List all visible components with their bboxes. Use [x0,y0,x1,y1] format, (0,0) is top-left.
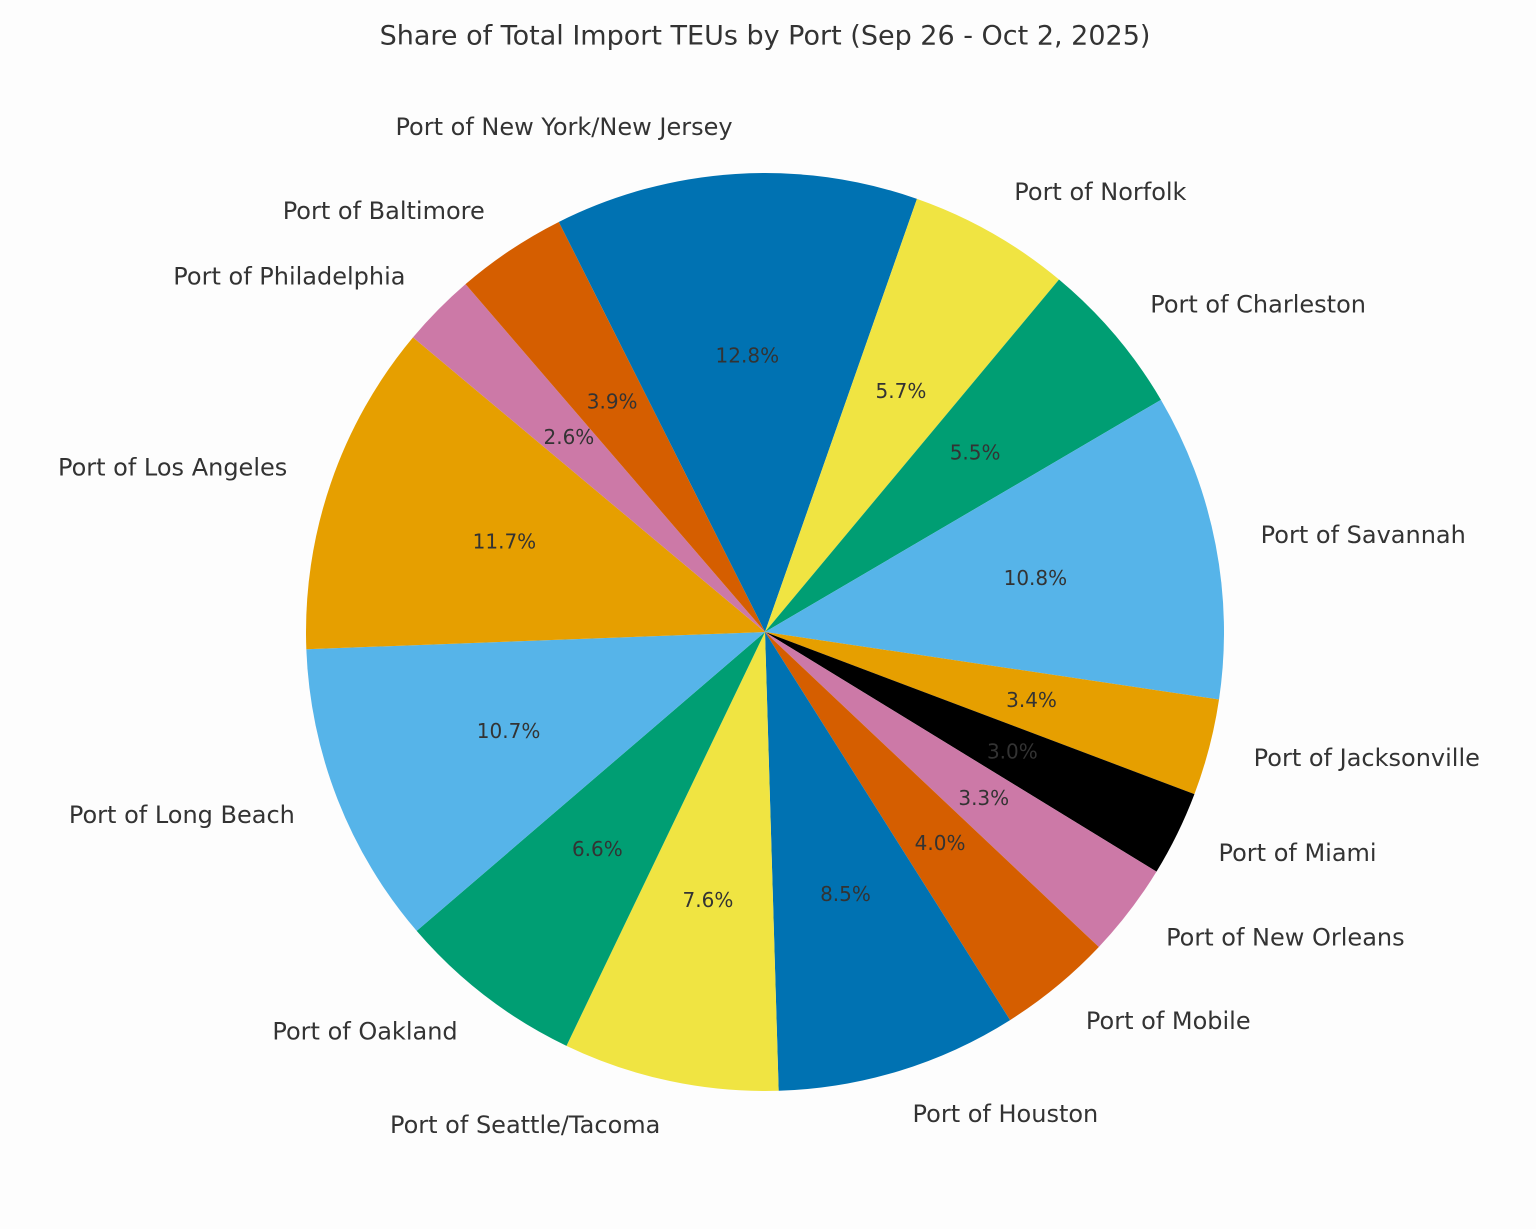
pie-slice [765,279,1161,632]
value-label: 5.7% [876,379,927,403]
slice-label: Port of Philadelphia [173,262,405,290]
pie-slice [412,284,765,632]
value-label: 3.0% [987,740,1038,764]
slice-label: Port of Long Beach [69,801,295,829]
chart-title: Share of Total Import TEUs by Port (Sep … [380,21,1151,52]
value-label: 11.7% [473,529,537,553]
value-label: 12.8% [716,344,780,368]
value-label: 4.0% [915,831,966,855]
value-label: 2.6% [543,425,594,449]
value-label: 6.6% [572,837,623,861]
pie-slice [765,632,1157,948]
pie-slice [566,632,779,1091]
value-label: 8.5% [820,882,871,906]
pie-slice [765,198,1060,632]
pie-slice [306,632,765,931]
pie-slice [765,632,1195,872]
slice-label: Port of New Orleans [1166,924,1405,952]
pie-slice [306,337,765,650]
value-label: 10.8% [1004,566,1068,590]
pie-slice [465,221,765,632]
slice-label: Port of Baltimore [283,197,485,225]
slice-label: Port of Seattle/Tacoma [390,1111,660,1139]
slice-label: Port of Oakland [272,1018,457,1046]
slice-label: Port of Charleston [1150,291,1366,319]
pie-slice [558,172,917,632]
slice-label: Port of Los Angeles [58,454,287,482]
value-label: 10.7% [477,719,541,743]
pie-slice [416,632,765,1046]
value-label: 5.5% [950,440,1001,464]
slice-label: Port of Jacksonville [1254,744,1480,772]
slice-label: Port of Houston [913,1100,1099,1128]
pie-slice [765,632,1011,1091]
pie-slice [765,632,1099,1021]
value-label: 3.3% [958,786,1009,810]
value-label: 3.9% [587,389,638,413]
value-label: 3.4% [1006,688,1057,712]
pie-slice [765,632,1220,795]
slice-label: Port of Norfolk [1014,178,1186,206]
slice-label: Port of New York/New Jersey [395,113,732,141]
pie-slice [765,399,1224,700]
value-label: 7.6% [683,888,734,912]
slice-label: Port of Mobile [1086,1007,1251,1035]
slice-label: Port of Savannah [1261,521,1466,549]
slice-label: Port of Miami [1219,839,1377,867]
